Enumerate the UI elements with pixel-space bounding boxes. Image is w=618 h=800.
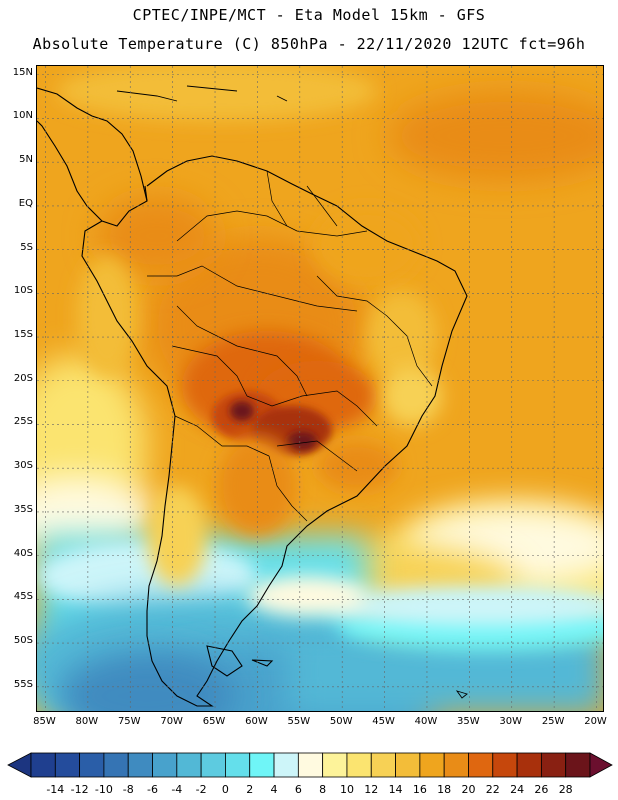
colorbar-tick-label: -10 xyxy=(94,783,113,796)
longitude-label: 50W xyxy=(329,716,353,727)
latitude-label: 45S xyxy=(13,591,33,603)
colorbar-segment xyxy=(103,752,129,778)
colorbar-segment xyxy=(322,752,348,778)
temperature-map[interactable] xyxy=(36,65,604,712)
colorbar-tick-label: 20 xyxy=(461,783,476,796)
colorbar-segment xyxy=(30,752,56,778)
colorbar-segment xyxy=(176,752,202,778)
colorbar-segment xyxy=(370,752,396,778)
colorbar-tick-label: 26 xyxy=(534,783,549,796)
latitude-label: 50S xyxy=(13,635,33,647)
colorbar-segment xyxy=(54,752,81,778)
colorbar-tick-label: 0 xyxy=(221,783,229,796)
colorbar-tick-label: -8 xyxy=(122,783,134,796)
latitude-label: 10S xyxy=(13,285,33,297)
colorbar-segment xyxy=(273,752,299,778)
latitude-label: 5S xyxy=(20,241,33,253)
colorbar-segment xyxy=(225,752,251,778)
colorbar-tick-label: -4 xyxy=(171,783,183,796)
colorbar-tick-label: -6 xyxy=(147,783,158,796)
colorbar-tick-label: 24 xyxy=(510,783,525,796)
latitude-label: 25S xyxy=(13,416,33,428)
colorbar-tick-label: -2 xyxy=(195,783,207,796)
longitude-label: 65W xyxy=(202,716,226,727)
longitude-label: 85W xyxy=(33,716,56,727)
colorbar-tick-label: 18 xyxy=(437,783,452,796)
longitude-label: 70W xyxy=(160,716,183,727)
temperature-field xyxy=(37,66,603,711)
colorbar-segment xyxy=(492,752,518,778)
latitude-label: 5N xyxy=(19,154,33,166)
colorbar-segment xyxy=(540,752,567,778)
longitude-label: 35W xyxy=(457,716,480,727)
colorbar-under-triangle xyxy=(7,752,32,778)
colorbar-segment xyxy=(468,752,494,778)
colorbar-tick-label: -12 xyxy=(70,783,89,796)
colorbar-segment xyxy=(297,752,324,778)
title-line-1: CPTEC/INPE/MCT - Eta Model 15km - GFS xyxy=(132,6,486,24)
longitude-label: 55W xyxy=(287,716,311,727)
colorbar-tick-label: 16 xyxy=(412,783,427,796)
colorbar-tick-label: 6 xyxy=(294,783,302,796)
colorbar-segment xyxy=(565,752,591,778)
latitude-label: 55S xyxy=(13,678,33,690)
colorbar-tick-label: 12 xyxy=(364,783,379,796)
colorbar-tick-label: 14 xyxy=(388,783,403,796)
colorbar xyxy=(7,752,613,778)
colorbar-segment xyxy=(516,752,542,778)
latitude-label: 35S xyxy=(13,503,33,515)
latitude-label: EQ xyxy=(18,197,33,209)
colorbar-segment xyxy=(419,752,445,778)
latitude-label: 40S xyxy=(13,547,33,559)
colorbar-tick-label: 8 xyxy=(319,783,327,796)
colorbar-segment xyxy=(200,752,226,778)
colorbar-over-triangle xyxy=(589,752,613,778)
colorbar-tick-label: 4 xyxy=(270,783,278,796)
colorbar-tick-label: 22 xyxy=(485,783,500,796)
colorbar-segment xyxy=(152,752,178,778)
map-canvas xyxy=(37,66,603,711)
colorbar-tick-label: 28 xyxy=(558,783,573,796)
latitude-label: 30S xyxy=(13,460,33,472)
latitude-label: 15N xyxy=(12,66,33,78)
longitude-label: 20W xyxy=(584,716,607,727)
colorbar-segment xyxy=(249,752,275,778)
latitude-label: 20S xyxy=(13,372,33,384)
colorbar-segment xyxy=(346,752,372,778)
longitude-label: 75W xyxy=(117,716,141,727)
colorbar-segment xyxy=(443,752,469,778)
latitude-label: 10N xyxy=(12,110,33,122)
longitude-label: 80W xyxy=(75,716,99,727)
colorbar-tick-label: 10 xyxy=(339,783,354,796)
longitude-label: 60W xyxy=(245,716,268,727)
longitude-label: 40W xyxy=(414,716,438,727)
longitude-label: 45W xyxy=(372,716,395,727)
longitude-label: 30W xyxy=(499,716,523,727)
country-borders xyxy=(147,170,433,522)
latitude-label: 15S xyxy=(13,329,33,341)
longitude-label: 25W xyxy=(541,716,565,727)
colorbar-segment xyxy=(127,752,153,778)
colorbar-tick-label: -14 xyxy=(46,783,65,796)
colorbar-tick-label: 2 xyxy=(246,783,254,796)
colorbar-segment xyxy=(395,752,421,778)
title-line-2: Absolute Temperature (C) 850hPa - 22/11/… xyxy=(32,35,586,53)
colorbar-segment xyxy=(79,752,105,778)
